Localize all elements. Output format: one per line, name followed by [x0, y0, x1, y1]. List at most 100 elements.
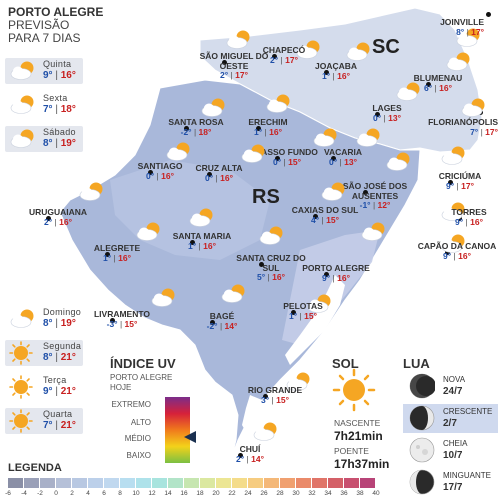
partly-cloudy-icon [240, 142, 268, 164]
city-label-capao-da-canoa: CAPÃO DA CANOA 9° | 16° [417, 241, 497, 261]
city-marker-rio-grande [263, 394, 268, 399]
partly-cloudy-icon [188, 206, 216, 228]
city-temp-min: -1° [359, 200, 371, 210]
city-temperature: 1° | 15° [289, 310, 317, 321]
city-marker-livramento [110, 318, 115, 323]
legend-color-segment [72, 478, 88, 488]
partly-cloudy-icon [200, 96, 228, 118]
partly-cloudy-icon [225, 28, 253, 50]
city-label-santiago: SANTIAGO 0° | 16° [120, 161, 200, 181]
partly-cloudy-icon [9, 59, 37, 86]
partly-cloudy-icon [258, 224, 286, 246]
legend-tick-label: 30 [292, 490, 300, 497]
legend-tick-label: 14 [164, 490, 172, 497]
city-name: LAGES [372, 103, 402, 113]
legend-color-segment [280, 478, 296, 488]
forecast-day-name: Domingo [43, 307, 82, 317]
forecast-temperature: 8° | 21° [43, 352, 76, 363]
city-temp-max: 15° [288, 156, 301, 167]
legend-tick-label: 38 [356, 490, 364, 497]
moon-phase-name: MINGUANTE [443, 471, 491, 480]
uv-color-scale [165, 397, 190, 463]
city-temp-min: 5° [257, 272, 266, 282]
city-name: ERECHIM [248, 117, 288, 127]
forecast-day-name: Quarta [43, 409, 73, 419]
forecast-row-sexta: Sexta 7° | 18° [5, 92, 83, 118]
city-temperature: 6° | 16° [424, 82, 452, 93]
moon-phase-date: 2/7 [443, 418, 457, 429]
city-name: BAGÉ [209, 311, 235, 321]
city-temp-max: 18° [198, 126, 212, 137]
partly-cloudy-icon [440, 200, 468, 222]
sun-icon [332, 368, 376, 412]
legend-tick-label: 10 [132, 490, 140, 497]
city-marker-joinville [486, 12, 491, 17]
uv-subtitle-city: PORTO ALEGRE [110, 373, 173, 382]
city-name: PASSO FUNDO [256, 147, 318, 157]
partly-cloudy-icon [320, 180, 348, 202]
partly-cloudy-icon [312, 126, 340, 148]
city-marker-bage [210, 320, 215, 325]
city-marker-santiago [148, 170, 153, 175]
legend-color-segment [88, 478, 104, 488]
city-temp-min: 9° [455, 216, 464, 227]
city-temp-max: 16° [337, 70, 350, 81]
city-name: ALEGRETE [93, 243, 141, 253]
forecast-temperature: 7° | 18° [43, 104, 76, 115]
uv-level-extreme: EXTREMO [111, 400, 151, 409]
city-marker-criciuma [448, 180, 453, 185]
sunset-time: 17h37min [334, 457, 390, 471]
legend-tick-label: 32 [308, 490, 316, 497]
forecast-row-segunda: Segunda 8° | 21° [5, 340, 83, 366]
uv-title: ÍNDICE UV [110, 356, 176, 371]
moon-title: LUA [403, 356, 430, 371]
city-name: LIVRAMENTO [93, 309, 151, 319]
waning-moon-icon [409, 469, 435, 500]
city-temp-max: 16° [439, 82, 452, 93]
city-temp-min: 0° [146, 170, 155, 181]
city-temperature: 0° | 16° [205, 172, 233, 183]
city-name: SANTA ROSA [168, 117, 224, 127]
city-temperature: 5° | 16° [257, 272, 285, 282]
city-temperature: 4° | 15° [311, 214, 339, 225]
city-temp-min: 9° [322, 272, 331, 283]
city-temperature: 2° | 17° [220, 70, 248, 80]
city-temp-max: 17° [461, 180, 474, 191]
partly-cloudy-icon [9, 127, 37, 154]
legend-color-segment [296, 478, 312, 488]
city-marker-alegrete [105, 252, 110, 257]
city-label-erechim: ERECHIM 1° | 16° [228, 117, 308, 137]
city-label-lages: LAGES 0° | 13° [347, 103, 427, 123]
city-label-santa-rosa: SANTA ROSA -2° | 18° [156, 117, 236, 137]
city-label-santa-cruz-do-sul: SANTA CRUZ DO SUL 5° | 16° [231, 253, 311, 283]
partly-cloudy-icon [252, 420, 280, 442]
city-name: TORRES [451, 207, 487, 217]
city-label-joacaba: JOAÇABA 1° | 16° [296, 61, 376, 81]
partly-cloudy-icon [265, 92, 293, 114]
city-temp-max: 14° [224, 320, 238, 331]
forecast-day-name: Segunda [43, 341, 82, 351]
city-marker-joacaba [324, 70, 329, 75]
city-temp-max: 17° [235, 70, 248, 80]
legend-tick-label: 6 [102, 490, 106, 497]
moon-phase-minguante: MINGUANTE 17/7 [403, 468, 498, 497]
moon-phase-date: 17/7 [443, 482, 463, 493]
city-temp-max: 16° [161, 170, 174, 181]
partly-cloudy-icon [440, 144, 468, 166]
forecast-row-quinta: Quinta 9° | 16° [5, 58, 83, 84]
temperature-color-scale [8, 478, 376, 488]
city-temperature: 1° | 16° [188, 240, 216, 251]
city-temp-min: 1° [188, 240, 197, 251]
partly-cloudy-icon [360, 220, 388, 242]
city-name: CRUZ ALTA [195, 163, 243, 173]
legend-color-segment [264, 478, 280, 488]
sun-title: SOL [332, 356, 359, 371]
forecast-day-name: Sábado [43, 127, 76, 137]
city-temp-min: -3° [106, 318, 118, 329]
legend-tick-label: 26 [260, 490, 268, 497]
city-marker-lages [375, 112, 380, 117]
forecast-temperature: 7° | 21° [43, 420, 76, 431]
city-temperature: 7° | 17° [470, 126, 498, 137]
city-temp-max: 17° [485, 126, 498, 137]
city-name: PORTO ALEGRE [302, 263, 370, 273]
